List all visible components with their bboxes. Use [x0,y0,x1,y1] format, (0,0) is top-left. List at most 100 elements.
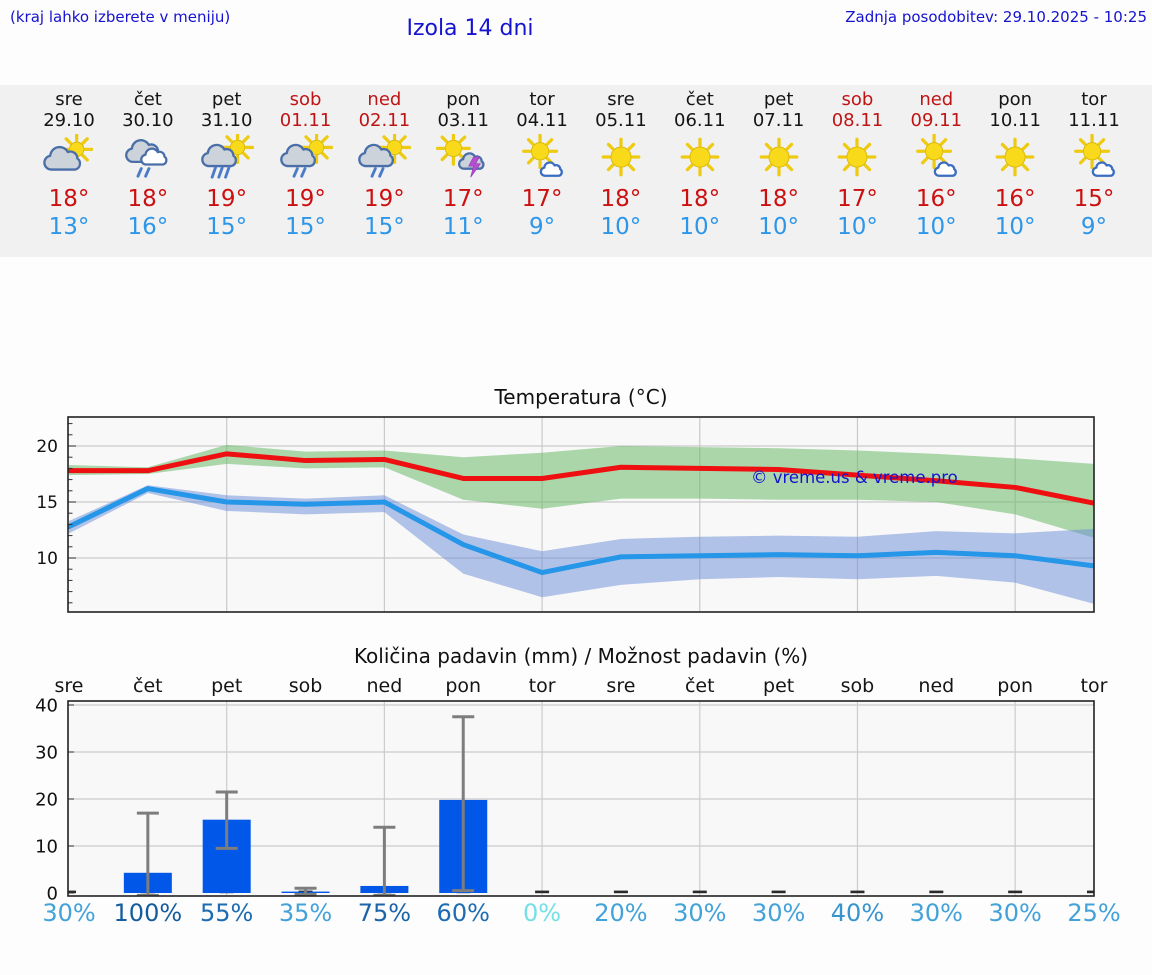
day-name: tor [529,89,555,110]
precip-probability: 75% [357,899,412,927]
forecast-day: pon 10.11 16° 10° [973,85,1057,241]
day-low-temp: 10° [994,214,1036,240]
sunny-icon [759,137,799,177]
precip-day-label: pet [763,675,795,697]
mostly-sunny-icon [522,134,563,177]
day-low-temp: 16° [127,214,169,240]
watermark: © vreme.us & vreme.pro [751,468,958,487]
mostly-sunny-icon [916,134,958,177]
precip-day-label: sre [606,675,636,697]
day-high-temp: 17° [442,186,484,212]
day-date: 07.11 [752,110,805,131]
precip-probability: 25% [1067,899,1121,927]
precip-y-tick-label: 20 [35,790,58,811]
max-temp-line [68,451,1094,506]
day-date: 04.11 [516,110,568,131]
day-low-temp: 15° [363,214,405,240]
sun-heavy-rain-icon [200,134,254,179]
precip-probability: 30% [751,899,806,927]
precipitation-chart-title: Količina padavin (mm) / Možnost padavin … [353,644,809,668]
precip-day-label: čet [133,675,163,697]
precip-y-tick-label: 0 [47,884,58,905]
day-high-temp: 18° [127,186,169,212]
day-high-temp: 16° [994,186,1036,212]
location-menu-note: (kraj lahko izberete v meniju) [10,8,231,26]
forecast-day: sob 01.11 19° 15° [264,85,348,241]
day-name: čet [133,89,162,110]
precip-day-label: ned [366,675,403,697]
temp-y-tick-label: 10 [36,549,58,569]
error-bar [215,790,238,850]
day-date: 08.11 [831,110,884,131]
sunny-icon [680,137,720,177]
min-temp-line [68,486,1094,576]
forecast-day: sre 29.10 18° 13° [27,85,111,241]
rain-icon [124,139,168,178]
precip-zero-mark [850,890,865,894]
forecast-day: sob 08.11 17° 10° [815,85,899,241]
temperature-chart-title: Temperatura (°C) [494,385,668,409]
day-date: 30.10 [122,110,174,131]
precip-y-tick-label: 30 [35,743,58,764]
precip-y-tick-label: 10 [35,837,58,858]
day-high-temp: 17° [837,186,878,212]
day-name: pet [763,89,794,110]
day-high-temp: 18° [758,186,799,212]
precip-probability: 30% [673,899,727,927]
precip-probability: 20% [594,899,648,927]
day-name: čet [685,89,714,110]
temp-y-tick-label: 20 [36,437,58,457]
day-date: 11.11 [1068,110,1120,131]
precip-day-label: pon [997,675,1034,697]
day-high-temp: 16° [915,186,957,212]
last-update-text: Zadnja posodobitev: 29.10.2025 - 10:25 [845,8,1147,26]
max-temp-band [69,444,1094,538]
precip-day-label: sob [288,675,323,697]
day-name: sre [607,89,635,110]
precip-probability: 35% [278,899,333,927]
precip-zero-mark [929,890,944,894]
day-low-temp: 10° [600,214,642,240]
precip-probability: 30% [909,899,963,927]
precip-zero-mark [771,890,786,894]
precip-probability: 30% [42,899,96,927]
precip-day-label: sre [54,675,84,697]
page-title: Izola 14 dni [406,16,534,41]
forecast-day: ned 09.11 16° 10° [894,85,978,241]
precip-probability: 30% [988,899,1042,927]
day-date: 06.11 [674,110,726,131]
precip-probability: 55% [200,899,254,927]
precip-day-label: pon [445,675,482,697]
day-high-temp: 19° [206,186,248,212]
day-low-temp: 10° [679,214,721,240]
day-date: 10.11 [989,110,1041,131]
temperature-chart: 10 15 20 © vreme.us & vreme.pro [36,416,1095,613]
day-name: ned [367,89,402,110]
precip-probability: 40% [830,899,885,927]
sun-rain-icon [279,134,333,178]
precip-zero-mark [613,890,628,894]
precip-day-label: ned [918,675,955,697]
precip-day-label: tor [528,675,556,697]
day-high-temp: 17° [521,186,563,212]
day-name: pet [211,89,242,110]
day-low-temp: 10° [915,214,957,240]
precip-zero-mark [1008,890,1023,894]
partly-cloudy-icon [43,134,94,171]
precip-zero-mark [692,890,707,894]
precip-y-tick-label: 40 [35,696,58,717]
error-bar [452,715,475,893]
forecast-day: pet 31.10 19° 15° [185,85,269,241]
sun-rain-icon [358,134,412,178]
precip-zero-mark [68,890,76,894]
day-date: 01.11 [279,110,332,131]
day-high-temp: 15° [1073,186,1115,212]
forecast-day: ned 02.11 19° 15° [342,85,426,241]
mostly-sunny-icon [1074,134,1115,177]
day-name: tor [1081,89,1107,110]
day-name: sob [841,89,874,110]
sunny-icon [601,137,641,177]
thunder-icon [436,134,485,178]
day-low-temp: 9° [528,214,556,240]
